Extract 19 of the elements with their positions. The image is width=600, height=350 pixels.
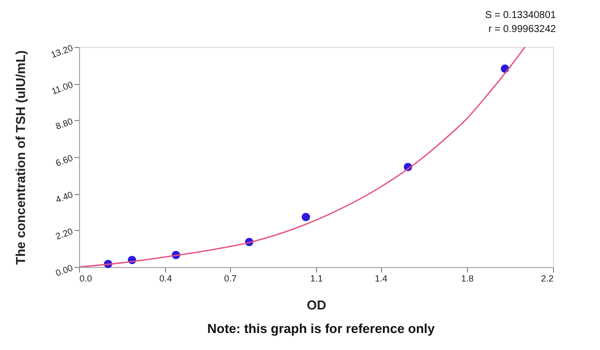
text: Note: this graph is for reference only	[207, 321, 436, 336]
y-tick-label: 0.00	[54, 262, 74, 278]
x-tick-label: 2.2	[540, 274, 554, 284]
y-tick-label: 6.60	[54, 152, 74, 168]
y-tick-label: 4.40	[54, 189, 74, 205]
x-tick-label: 0.4	[159, 274, 172, 284]
x-tick-label: 0.7	[224, 274, 237, 284]
y-axis-title: The concentration of TSH (uIU/mL)	[12, 50, 28, 265]
y-tick-label: 11.00	[50, 79, 74, 96]
x-tick-label: 1.8	[461, 274, 474, 284]
x-tick-label: 0.0	[80, 274, 92, 284]
y-tick-label: 2.20	[54, 226, 74, 242]
x-tick-label: 1.1	[310, 274, 323, 284]
text: r = 0.99963242	[488, 24, 556, 35]
text: S = 0.13340801	[485, 10, 556, 21]
y-tick-label: 8.80	[54, 116, 74, 132]
x-axis-title: OD	[306, 298, 326, 312]
y-tick-label: 13.20	[50, 42, 74, 60]
x-tick-label: 1.4	[374, 274, 388, 284]
